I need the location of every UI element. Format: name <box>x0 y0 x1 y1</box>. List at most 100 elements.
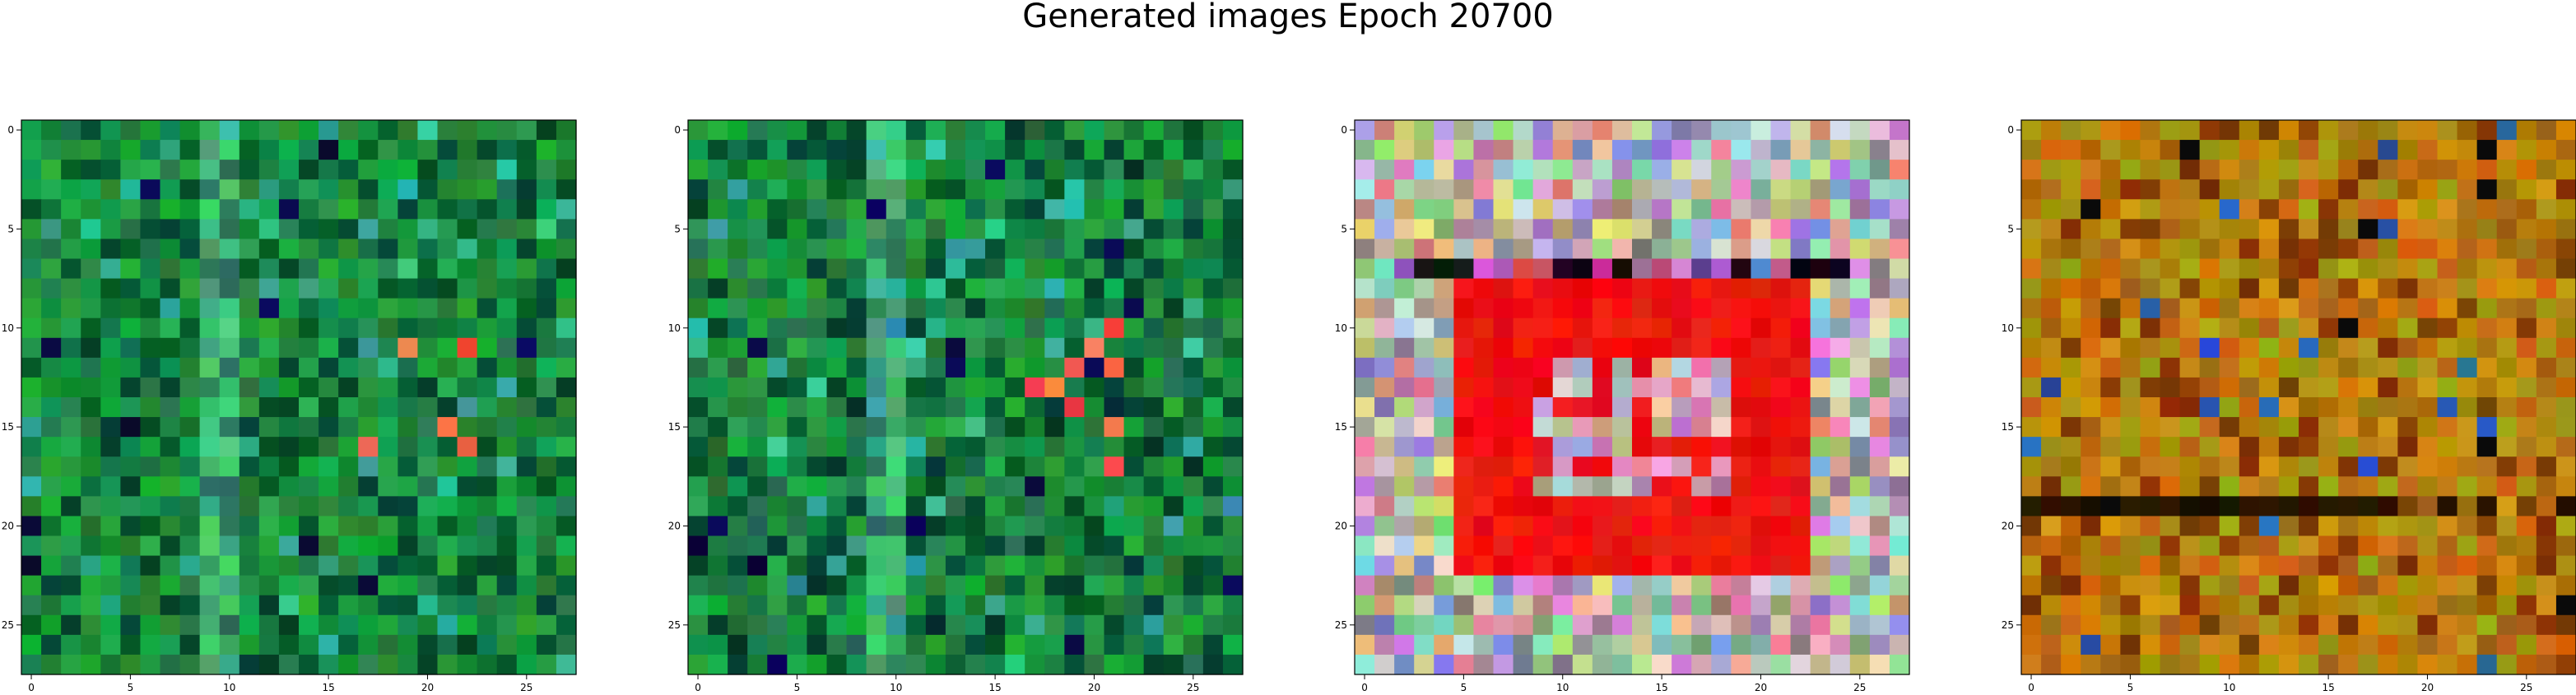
pixel-cell <box>2516 614 2537 636</box>
pixel-cell <box>1632 456 1653 477</box>
pixel-cell <box>1790 555 1811 577</box>
pixel-cell <box>787 140 808 160</box>
pixel-cell <box>496 258 518 280</box>
pixel-cell <box>358 417 379 438</box>
pixel-cell <box>1025 278 1045 299</box>
pixel-cell <box>2358 535 2378 557</box>
pixel-cell <box>81 634 101 656</box>
pixel-cell <box>2555 337 2576 359</box>
pixel-cell <box>2476 337 2498 359</box>
pixel-cell <box>925 120 946 141</box>
pixel-cell <box>239 337 260 359</box>
pixel-cell <box>1084 357 1105 378</box>
pixel-cell <box>477 496 498 517</box>
pixel-cell <box>437 179 458 200</box>
pixel-cell <box>278 298 300 319</box>
pixel-cell <box>1672 317 1692 339</box>
pixel-cell <box>516 456 537 477</box>
pixel-cell <box>1711 516 1732 537</box>
pixel-cell <box>826 120 848 141</box>
pixel-cell <box>886 179 907 200</box>
pixel-cell <box>1751 239 1772 260</box>
pixel-cell <box>2457 219 2478 240</box>
pixel-cell <box>1355 357 1375 378</box>
pixel-cell <box>688 298 709 319</box>
pixel-cell <box>81 357 101 378</box>
pixel-cell <box>2338 437 2359 457</box>
pixel-cell <box>2417 317 2439 339</box>
pixel-cell <box>1552 555 1574 577</box>
pixel-cell <box>2061 437 2081 457</box>
pixel-cell <box>496 634 518 656</box>
pixel-cell <box>2496 654 2518 675</box>
pixel-cell <box>2179 317 2201 339</box>
pixel-cell <box>496 298 518 319</box>
pixel-cell <box>1572 179 1593 200</box>
pixel-cell <box>120 160 142 180</box>
pixel-cell <box>1473 337 1495 359</box>
pixel-cell <box>2437 634 2458 656</box>
pixel-cell <box>179 298 201 319</box>
pixel-cell <box>2397 199 2419 220</box>
pixel-cell <box>536 239 557 260</box>
pixel-cell <box>1202 278 1224 299</box>
pixel-cell <box>2437 614 2458 636</box>
pixel-cell <box>1044 160 1065 180</box>
pixel-cell <box>767 634 788 656</box>
pixel-cell <box>2100 595 2121 616</box>
pixel-cell <box>1810 535 1831 557</box>
pixel-cell <box>1374 377 1395 398</box>
pixel-cell <box>846 575 867 596</box>
pixel-cell <box>2021 476 2042 497</box>
pixel-cell <box>239 377 260 398</box>
pixel-cell <box>2061 476 2081 497</box>
pixel-cell <box>1513 298 1534 319</box>
pixel-cell <box>338 357 359 378</box>
pixel-cell <box>1691 476 1712 497</box>
pixel-cell <box>1790 239 1811 260</box>
pixel-cell <box>688 219 709 240</box>
pixel-cell <box>21 535 42 557</box>
pixel-cell <box>417 337 439 359</box>
pixel-cell <box>1163 239 1184 260</box>
pixel-cell <box>1711 555 1732 577</box>
pixel-cell <box>1513 496 1534 517</box>
pixel-cell <box>747 278 768 299</box>
pixel-cell <box>1064 140 1086 160</box>
pixel-cell <box>787 535 808 557</box>
pixel-cell <box>61 456 81 477</box>
pixel-cell <box>2358 614 2378 636</box>
pixel-cell <box>1493 120 1514 141</box>
pixel-cell <box>21 120 42 141</box>
pixel-cell <box>1731 476 1752 497</box>
y-tick-label: 15 <box>668 421 681 433</box>
pixel-cell <box>1889 476 1910 497</box>
y-tick-label: 0 <box>1341 124 1347 136</box>
pixel-cell <box>2536 496 2557 517</box>
pixel-cell <box>1374 595 1395 616</box>
pixel-cell <box>1355 278 1375 299</box>
pixel-cell <box>398 496 419 517</box>
pixel-cell <box>1849 219 1871 240</box>
pixel-cell <box>1552 397 1574 418</box>
pixel-cell <box>100 179 121 200</box>
pixel-cell <box>556 140 577 160</box>
pixel-cell <box>2496 120 2518 141</box>
pixel-cell <box>1434 239 1454 260</box>
pixel-cell <box>1592 595 1613 616</box>
pixel-cell <box>2417 456 2439 477</box>
pixel-cell <box>2258 160 2280 180</box>
pixel-cell <box>1183 397 1204 418</box>
pixel-cell <box>2120 516 2141 537</box>
pixel-cell <box>1691 199 1712 220</box>
pixel-cell <box>2536 555 2557 577</box>
pixel-cell <box>496 317 518 339</box>
pixel-cell <box>1611 377 1633 398</box>
pixel-cell <box>826 456 848 477</box>
pixel-cell <box>767 337 788 359</box>
pixel-cell <box>1453 417 1475 438</box>
pixel-cell <box>2160 258 2181 280</box>
pixel-cell <box>965 614 986 636</box>
pixel-cell <box>2140 357 2161 378</box>
pixel-cell <box>299 357 319 378</box>
